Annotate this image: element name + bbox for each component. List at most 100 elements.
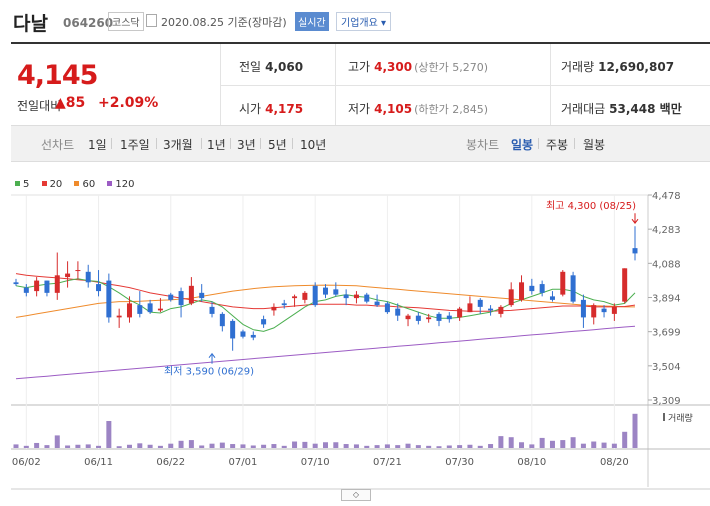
volume-bar — [75, 444, 81, 448]
candle-body — [622, 268, 628, 302]
candle-body — [364, 294, 370, 302]
ma120-line — [15, 325, 636, 380]
candle-body — [312, 285, 318, 306]
min-price-annotation: 최저 3,590 (06/29) — [164, 366, 254, 378]
realtime-button[interactable]: 실시간 — [295, 12, 329, 31]
company-overview-dropdown[interactable]: 기업개요 ▾ — [336, 12, 391, 31]
x-tick-label: 08/20 — [600, 457, 629, 468]
candle-body — [23, 287, 29, 293]
volume-bar — [261, 444, 267, 448]
high-price: 고가 4,300 (상한가 5,270) — [348, 60, 488, 74]
volume-bar — [570, 437, 576, 448]
tab-1y[interactable]: 1년 — [207, 138, 226, 152]
candle-body — [106, 280, 112, 318]
candle-body — [601, 308, 607, 313]
candle-body — [467, 303, 473, 313]
tab-1d[interactable]: 1일 — [88, 138, 107, 152]
volume-bar — [85, 444, 91, 448]
open-price: 시가 4,175 — [239, 102, 304, 116]
volume-bar — [44, 445, 50, 448]
candle-body — [137, 305, 143, 314]
volume-bar — [519, 442, 525, 448]
tab-5y[interactable]: 5년 — [268, 138, 287, 152]
candle-body — [426, 317, 432, 320]
candle-body — [157, 308, 163, 311]
tab-10y[interactable]: 10년 — [300, 138, 327, 152]
volume-bar — [219, 442, 225, 448]
stock-name: 다날 — [13, 13, 48, 35]
volume-legend-mark — [663, 413, 665, 421]
candle-body — [126, 303, 132, 318]
tab-daily[interactable]: 일봉 — [511, 138, 534, 152]
ma20-line — [15, 273, 636, 312]
volume-bar — [405, 443, 411, 448]
legend-ma20: 20 — [41, 179, 62, 190]
x-tick-label: 07/10 — [301, 457, 330, 468]
candle-body — [188, 285, 194, 304]
volume-bar — [446, 445, 452, 448]
volume-bar — [580, 443, 586, 448]
volume-bar — [199, 445, 205, 448]
candle-body — [333, 289, 339, 295]
candle-body — [250, 334, 256, 338]
tab-1w[interactable]: 1주일 — [120, 138, 150, 152]
volume-bar — [13, 444, 19, 448]
change-amount: ▲85 — [55, 95, 86, 111]
volume-bar — [632, 413, 638, 448]
chart-scroll-button[interactable]: ◇ — [341, 489, 371, 501]
legend-ma120: 120 — [107, 179, 135, 190]
volume-bar — [622, 431, 628, 448]
candle-body — [632, 248, 638, 254]
candle-body — [209, 306, 215, 314]
volume-bar — [34, 442, 40, 448]
volume-bar — [539, 437, 545, 448]
divider — [574, 138, 575, 149]
y-tick-label: 3,699 — [652, 328, 681, 339]
y-tick-label: 4,088 — [652, 259, 681, 270]
market-badge: 코스닥 — [108, 12, 144, 31]
max-arrow-head — [631, 218, 639, 225]
tab-3m[interactable]: 3개월 — [163, 138, 193, 152]
candle-body — [539, 284, 545, 293]
candle-body — [508, 289, 514, 306]
volume-legend-label: 거래량 — [668, 412, 693, 424]
volume-bar — [611, 443, 617, 448]
candle-body — [384, 303, 390, 313]
y-tick-label: 4,478 — [652, 191, 681, 202]
candle-body — [54, 275, 60, 293]
candle-body — [230, 320, 236, 339]
ma-legend: 5 20 60 120 — [15, 179, 144, 190]
candle-body — [457, 308, 463, 318]
ma5-line — [15, 278, 636, 332]
volume-bar — [250, 445, 256, 448]
candle-body — [560, 271, 566, 295]
candle-body — [529, 285, 535, 292]
max-price-annotation: 최고 4,300 (08/25) — [546, 200, 636, 212]
x-tick-label: 07/21 — [373, 457, 402, 468]
volume-bar — [457, 445, 463, 448]
volume-bar — [374, 445, 380, 448]
change-label: 전일대비 — [17, 99, 62, 113]
divider — [156, 138, 157, 149]
tab-weekly[interactable]: 주봉 — [546, 138, 569, 152]
volume-bar — [395, 445, 401, 448]
volume-bar — [467, 444, 473, 448]
y-tick-label: 3,309 — [652, 396, 681, 407]
divider — [201, 138, 202, 149]
volume-bar — [106, 421, 112, 448]
y-tick-label: 3,894 — [652, 294, 681, 305]
tab-monthly[interactable]: 월봉 — [583, 138, 606, 152]
trade-amount: 거래대금 53,448 백만 — [561, 102, 682, 116]
volume-bar — [488, 444, 494, 448]
y-tick-label: 4,283 — [652, 225, 681, 236]
tab-3y[interactable]: 3년 — [237, 138, 256, 152]
line-chart-label: 선차트 — [41, 138, 75, 152]
volume-bar — [96, 445, 102, 448]
x-tick-label: 07/30 — [445, 457, 474, 468]
divider — [220, 85, 710, 86]
volume-bar — [188, 440, 194, 448]
candle-body — [405, 315, 411, 320]
candle-body — [178, 291, 184, 306]
candle-body — [302, 292, 308, 300]
